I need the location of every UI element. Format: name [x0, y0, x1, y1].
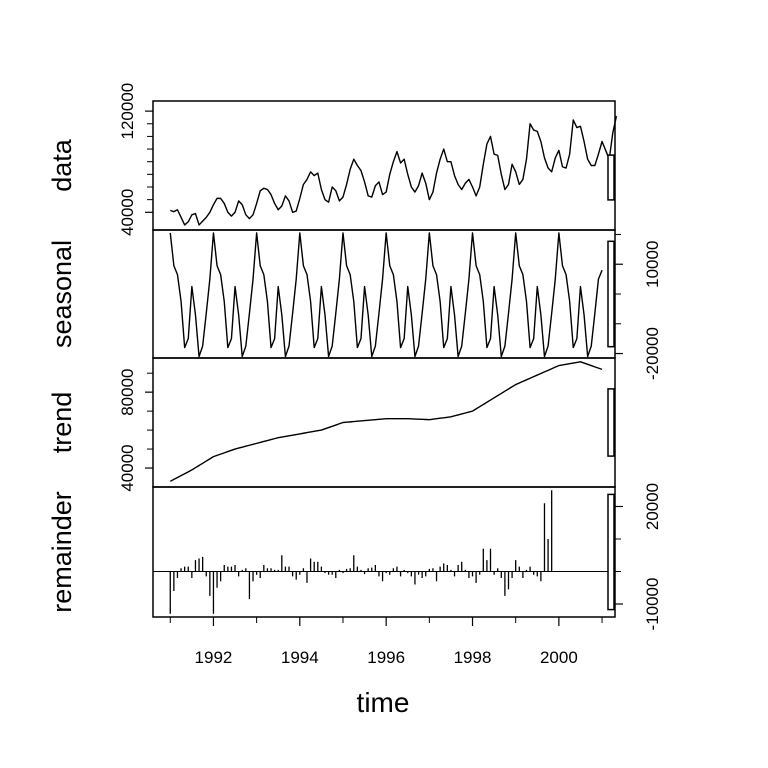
panel-seasonal: -20000 10000 seasonal [47, 229, 662, 380]
plot-layer: 40000 120000 data -20000 10000 seasonal 40000 8… [47, 83, 662, 667]
range-bar-seasonal [607, 240, 615, 348]
trend-line [169, 361, 603, 482]
x-tick-label: 2000 [540, 648, 578, 667]
y-tick-label-trend: 40000 [118, 444, 137, 491]
range-bar-remainder [607, 493, 615, 611]
y-tick-label-remainder: 20000 [643, 483, 662, 530]
y-tick-label-data: 120000 [118, 83, 137, 140]
data-line [170, 116, 618, 226]
y-tick-label-seasonal: -20000 [643, 327, 662, 380]
seasonal-line [169, 232, 603, 358]
x-tick-label: 1992 [195, 648, 233, 667]
panel-label-data: data [47, 138, 77, 192]
panel-frame-remainder [152, 486, 616, 618]
panel-label-remainder: remainder [47, 491, 77, 613]
panel-label-trend: trend [47, 392, 77, 454]
range-bar-trend [607, 388, 615, 457]
panel-remainder: -10000 20000 remainder [47, 483, 662, 631]
panel-label-seasonal: seasonal [47, 240, 77, 348]
x-tick-label: 1996 [367, 648, 405, 667]
x-tick-label: 1998 [454, 648, 492, 667]
y-tick-label-remainder: -10000 [643, 578, 662, 631]
range-bar-data [607, 154, 615, 201]
y-tick-label-seasonal: 10000 [643, 241, 662, 288]
y-tick-label-trend: 80000 [118, 369, 137, 416]
x-tick-label: 1994 [281, 648, 319, 667]
x-axis-label: time [357, 687, 410, 718]
y-tick-label-data: 40000 [118, 189, 137, 236]
